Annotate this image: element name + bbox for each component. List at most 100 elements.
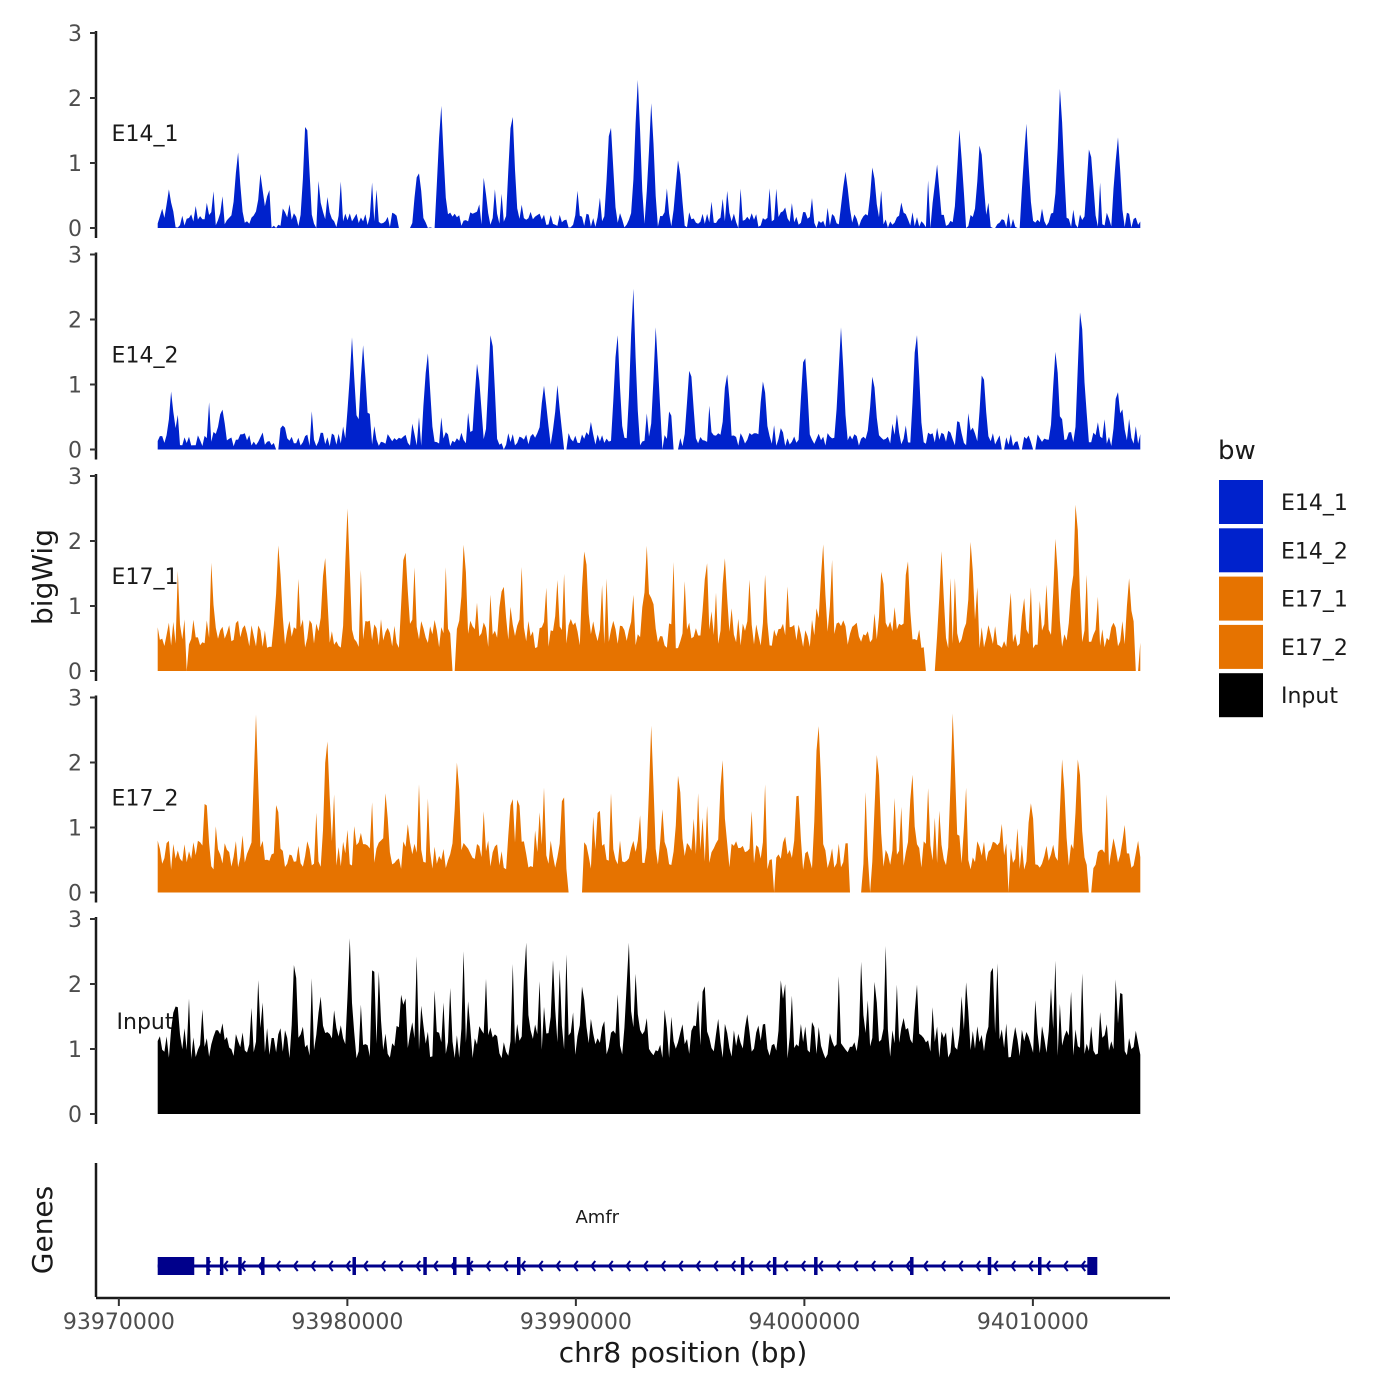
track-label: E17_1 xyxy=(112,565,179,590)
gene-name-label: Amfr xyxy=(575,1207,619,1228)
y-tick-label: 0 xyxy=(68,1103,82,1128)
strand-arrow xyxy=(292,1260,299,1272)
signal-area-E14_2 xyxy=(157,288,1141,450)
track-Input: 0 1 2 3 Input xyxy=(68,908,1141,1128)
gene-exon xyxy=(910,1257,914,1275)
gene-exon xyxy=(238,1257,242,1275)
y-tick-label: 3 xyxy=(68,244,82,269)
y-tick-label: 0 xyxy=(68,660,82,685)
legend-title: bw xyxy=(1218,436,1256,466)
legend-label: E17_1 xyxy=(1281,588,1348,613)
y-tick-label: 0 xyxy=(68,217,82,242)
y-tick-label: 3 xyxy=(68,465,82,490)
strand-arrow xyxy=(869,1260,877,1272)
x-tick-label: 94010000 xyxy=(977,1310,1089,1335)
gene-exon xyxy=(423,1257,427,1275)
y-tick-label: 1 xyxy=(68,595,82,620)
strand-arrow xyxy=(1079,1260,1087,1272)
strand-arrow xyxy=(1009,1260,1017,1272)
legend: E14_1 E14_2 E17_1 E17_2 Input xyxy=(1219,480,1348,718)
legend-key-E14_2 xyxy=(1219,528,1263,573)
strand-arrow xyxy=(817,1260,824,1272)
y-tick-label: 2 xyxy=(68,752,82,777)
strand-arrow xyxy=(992,1260,999,1272)
gene-exon xyxy=(466,1257,471,1275)
strand-arrow xyxy=(589,1260,597,1272)
legend-label: E14_2 xyxy=(1281,539,1348,564)
signal-area-E17_1 xyxy=(157,504,1141,671)
y-tick-label: 2 xyxy=(68,309,82,334)
strand-arrow xyxy=(642,1260,649,1272)
strand-arrow xyxy=(694,1260,702,1272)
legend-label: E17_2 xyxy=(1281,636,1348,661)
y-tick-label: 3 xyxy=(68,908,82,933)
strand-arrow xyxy=(834,1260,842,1272)
strand-arrow xyxy=(922,1260,929,1272)
strand-arrow xyxy=(939,1260,947,1272)
strand-arrow xyxy=(572,1260,579,1272)
signal-area-E17_2 xyxy=(157,713,1141,893)
x-tick-label: 93990000 xyxy=(520,1310,632,1335)
strand-arrow xyxy=(397,1260,404,1272)
strand-arrow xyxy=(222,1260,229,1272)
legend-key-E17_1 xyxy=(1219,576,1263,621)
y-tick-label: 0 xyxy=(68,882,82,907)
legend-label: E14_1 xyxy=(1281,491,1348,516)
legend-key-E14_1 xyxy=(1219,480,1263,524)
strand-arrow xyxy=(432,1260,439,1272)
track-E14_2: 0 1 2 3 E14_2 xyxy=(68,244,1141,464)
y-tick-label: 2 xyxy=(68,530,82,555)
signal-tracks: 0 1 2 3 E14_1 0 1 2 3 E14_2 0 1 2 3 E17_1 0 1 2 3 E17_2 0 1 2 3… xyxy=(68,22,1141,1128)
track-label: E14_1 xyxy=(112,122,179,147)
strand-arrow xyxy=(362,1260,369,1272)
gene-exon xyxy=(814,1257,818,1275)
gene-model: Amfr xyxy=(157,1207,1098,1275)
y-tick-label: 1 xyxy=(68,817,82,842)
strand-arrow xyxy=(327,1260,334,1272)
strand-arrow xyxy=(712,1260,719,1272)
gene-exon xyxy=(1087,1257,1098,1275)
strand-arrow xyxy=(554,1260,562,1272)
strand-arrow xyxy=(1027,1260,1034,1272)
gene-exon xyxy=(352,1257,356,1275)
y-tick-label: 2 xyxy=(68,973,82,998)
x-tick-label: 94000000 xyxy=(748,1310,860,1335)
strand-arrow xyxy=(729,1260,737,1272)
strand-arrow xyxy=(904,1260,912,1272)
y-tick-label: 1 xyxy=(68,374,82,399)
strand-arrow xyxy=(414,1260,422,1272)
track-label: E17_2 xyxy=(112,787,179,812)
strand-arrow xyxy=(1044,1260,1052,1272)
x-tick-label: 93970000 xyxy=(63,1310,175,1335)
y-tick-label: 2 xyxy=(68,87,82,112)
y-tick-label: 1 xyxy=(68,152,82,177)
strand-arrow xyxy=(1062,1260,1069,1272)
track-E17_1: 0 1 2 3 E17_1 xyxy=(68,465,1141,685)
strand-arrow xyxy=(764,1260,772,1272)
y-tick-label: 0 xyxy=(68,439,82,464)
x-axis-label: chr8 position (bp) xyxy=(559,1336,808,1369)
strand-arrow xyxy=(677,1260,684,1272)
track-E14_1: 0 1 2 3 E14_1 xyxy=(68,22,1141,242)
track-label: E14_2 xyxy=(112,344,179,369)
track-label: Input xyxy=(117,1010,174,1035)
legend-label: Input xyxy=(1281,684,1338,709)
strand-arrow xyxy=(782,1260,789,1272)
strand-arrow xyxy=(502,1260,509,1272)
strand-arrow xyxy=(519,1260,527,1272)
genes-track-label: Genes xyxy=(26,1186,59,1274)
x-tick-label: 93980000 xyxy=(291,1310,403,1335)
gene-exon xyxy=(772,1257,777,1275)
strand-arrow xyxy=(309,1260,317,1272)
gene-exon xyxy=(219,1257,224,1275)
gene-exon xyxy=(206,1257,210,1275)
strand-arrow xyxy=(624,1260,632,1272)
strand-arrow xyxy=(607,1260,614,1272)
strand-arrow xyxy=(852,1260,859,1272)
gene-exon xyxy=(987,1257,992,1275)
signal-area-Input xyxy=(157,938,1141,1114)
strand-arrow xyxy=(484,1260,492,1272)
strand-arrow xyxy=(887,1260,894,1272)
gene-exon xyxy=(516,1257,521,1275)
